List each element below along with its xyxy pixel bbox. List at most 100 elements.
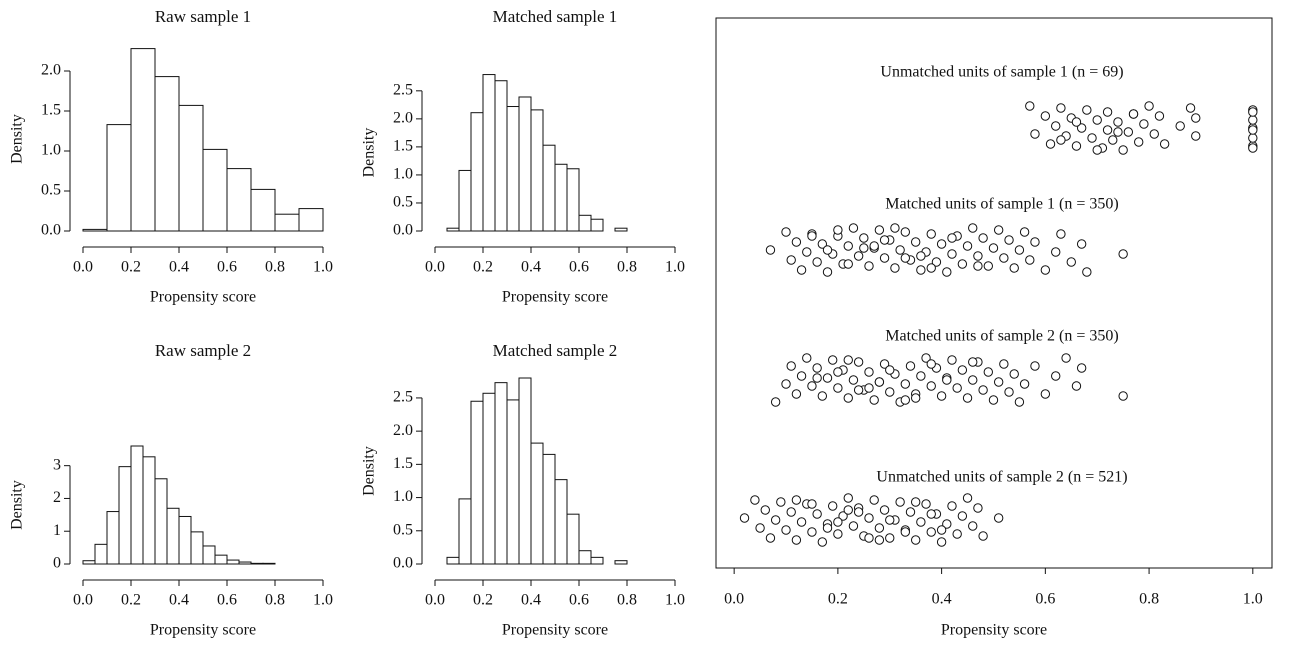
bar [154, 76, 180, 232]
point [900, 527, 911, 537]
point [869, 395, 879, 405]
point [864, 383, 874, 393]
x-tick-label: 0.4 [169, 259, 189, 276]
bar [506, 399, 520, 565]
y-tick-label: 2.0 [41, 62, 61, 79]
bar [190, 531, 204, 565]
bar [590, 556, 604, 565]
group-label: Unmatched units of sample 1 (n = 69) [880, 64, 1123, 81]
point [796, 265, 807, 275]
point [770, 515, 781, 525]
point [1040, 111, 1051, 121]
point [874, 377, 885, 387]
point [926, 229, 936, 239]
point [802, 353, 812, 363]
bar [118, 466, 132, 565]
point [947, 501, 957, 511]
point [791, 237, 802, 247]
bar [82, 560, 96, 565]
point [1248, 125, 1258, 135]
point [1025, 255, 1035, 265]
point [853, 251, 864, 261]
bar [214, 554, 228, 565]
x-tick-label: 0.6 [1035, 591, 1055, 608]
group-label: Matched units of sample 2 (n = 350) [885, 328, 1118, 345]
point [916, 517, 926, 527]
point [1134, 137, 1144, 147]
point [968, 223, 978, 233]
x-tick-label: 0.2 [473, 592, 493, 609]
point [1118, 145, 1128, 155]
point [879, 253, 890, 263]
bar [82, 228, 108, 232]
bar [482, 74, 496, 232]
point [1154, 111, 1165, 121]
point [910, 393, 921, 403]
point [1030, 129, 1040, 139]
point [843, 355, 853, 365]
point [817, 239, 828, 249]
bar [274, 213, 300, 232]
bar [178, 515, 192, 565]
point [885, 533, 895, 543]
x-tick-label: 0.0 [425, 259, 445, 276]
point [822, 245, 833, 255]
point [848, 521, 859, 531]
point [1092, 145, 1102, 155]
x-axis-label: Propensity score [150, 622, 256, 639]
point [853, 385, 864, 395]
point [1040, 265, 1051, 275]
bar [578, 214, 592, 232]
point [968, 375, 978, 385]
point [807, 499, 817, 509]
point [973, 261, 983, 271]
point [843, 241, 853, 251]
point [1118, 249, 1128, 259]
bar [506, 106, 520, 232]
x-tick-label: 0.8 [265, 259, 285, 276]
point [869, 495, 879, 505]
point [957, 259, 968, 269]
point [993, 225, 1004, 235]
point [796, 517, 807, 527]
point [962, 393, 973, 403]
x-tick-label: 0.8 [617, 592, 637, 609]
y-tick-label: 2.0 [393, 422, 413, 439]
bar [530, 442, 544, 565]
y-tick-label: 3 [53, 456, 61, 473]
point [1139, 119, 1149, 129]
point [988, 243, 999, 253]
point [864, 367, 874, 377]
bar [446, 556, 460, 565]
point [905, 361, 916, 371]
point [1159, 139, 1170, 149]
point [916, 371, 926, 381]
bar [250, 188, 276, 232]
y-tick-label: 0.0 [393, 555, 413, 572]
point [859, 233, 869, 243]
x-tick-label: 0.2 [121, 592, 141, 609]
point [921, 499, 931, 509]
point [1113, 127, 1123, 137]
point [1108, 135, 1118, 145]
group-label: Unmatched units of sample 2 (n = 521) [876, 469, 1127, 486]
point [1248, 107, 1258, 117]
point [1066, 257, 1076, 267]
point [843, 259, 853, 269]
point [1082, 105, 1092, 115]
x-tick-label: 0.0 [425, 592, 445, 609]
point [812, 363, 822, 373]
point [874, 523, 885, 533]
point [931, 257, 942, 267]
point [895, 245, 905, 255]
point [853, 357, 864, 367]
point [755, 523, 765, 533]
point [916, 251, 926, 261]
bar [470, 112, 484, 232]
point [926, 527, 936, 537]
chart-title: Raw sample 2 [155, 341, 251, 360]
point [1056, 229, 1066, 239]
y-axis-label: Density [9, 480, 26, 530]
point [942, 519, 952, 529]
